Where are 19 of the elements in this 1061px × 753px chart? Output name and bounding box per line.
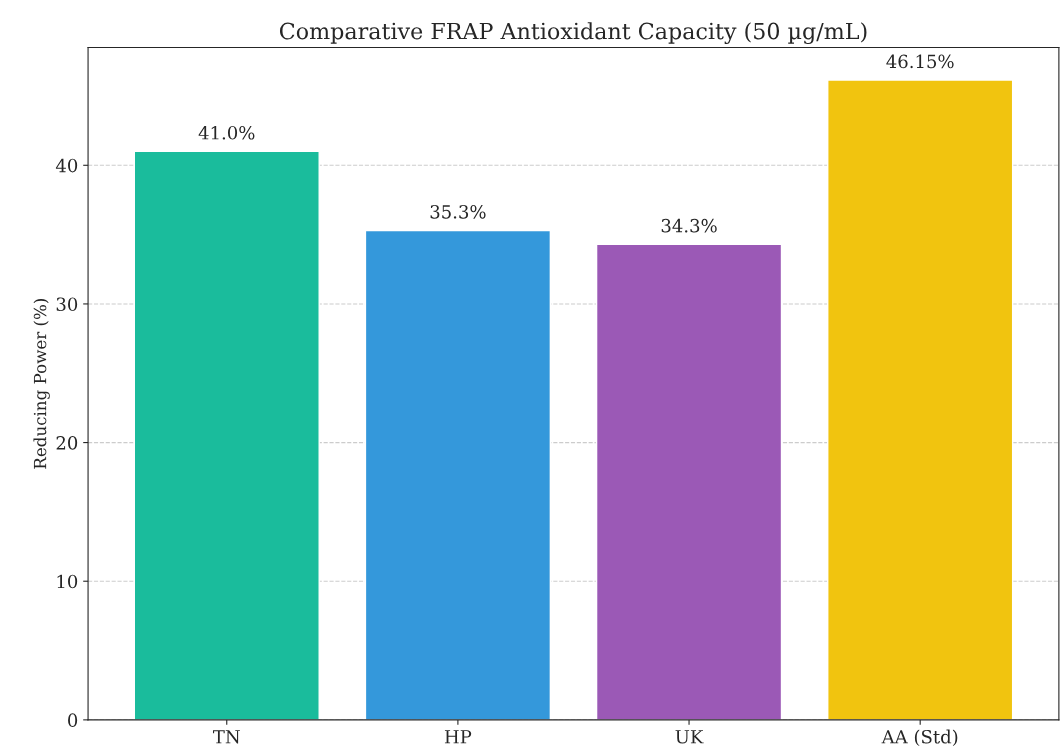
y-tick-label: 0 xyxy=(68,713,78,727)
y-tick-label: 20 xyxy=(56,436,78,450)
y-axis-title: Reducing Power (%) xyxy=(33,298,50,469)
y-tick-label: 40 xyxy=(55,158,78,173)
bar xyxy=(827,79,1014,720)
data-label: 46.15% xyxy=(886,54,954,69)
x-tick-label: AA (Std) xyxy=(881,729,958,747)
y-tick-label: 30 xyxy=(56,297,78,312)
bar xyxy=(364,229,552,720)
x-tick-label: HP xyxy=(444,730,472,744)
bar xyxy=(595,243,783,720)
bar xyxy=(133,150,320,720)
data-label: 34.3% xyxy=(661,218,717,233)
chart-title: Comparative FRAP Antioxidant Capacity (50 µg/mL) xyxy=(279,22,867,45)
x-tick-label: UK xyxy=(675,730,704,744)
data-label: 41.0% xyxy=(198,125,255,140)
data-label: 35.3% xyxy=(430,204,486,219)
x-tick-label: TN xyxy=(213,730,240,744)
y-tick-label: 10 xyxy=(57,574,78,589)
